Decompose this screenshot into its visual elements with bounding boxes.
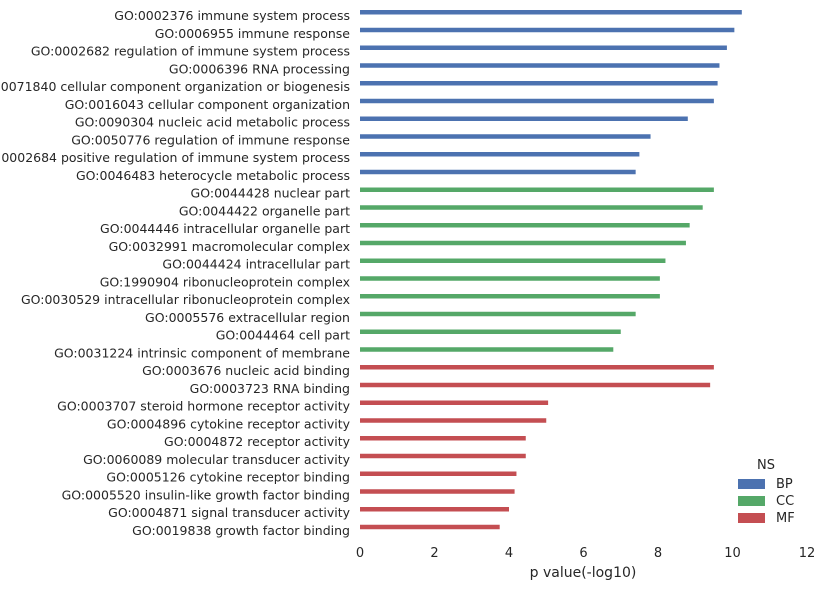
legend-label-bp: BP [776,477,793,492]
bar-28 [360,489,515,494]
bar-13 [360,223,690,228]
category-label-29: GO:0004871 signal transducer activity [108,505,350,520]
bar-9 [360,152,640,157]
category-label-7: GO:0090304 nucleic acid metabolic proces… [75,115,350,130]
category-label-28: GO:0005520 insulin-like growth factor bi… [62,487,350,502]
category-label-8: GO:0050776 regulation of immune response [71,132,350,147]
bars-layer [360,10,742,530]
bar-12 [360,205,703,210]
bar-15 [360,258,666,263]
bar-4 [360,63,720,68]
bar-1 [360,10,742,15]
legend-label-mf: MF [776,511,795,526]
bar-5 [360,81,718,86]
x-tick-label-6: 10 [724,546,741,561]
bar-30 [360,524,500,530]
x-tick-label-4: 6 [579,546,587,561]
category-label-14: GO:0032991 macromolecular complex [109,239,350,254]
category-label-13: GO:0044446 intracellular organelle part [100,221,350,236]
category-label-25: GO:0004872 receptor activity [164,434,351,449]
legend-swatch-bp [738,479,765,489]
category-label-1: GO:0002376 immune system process [114,8,350,23]
bar-21 [360,365,714,370]
bar-19 [360,329,621,334]
category-label-27: GO:0005126 cytokine receptor binding [106,470,350,485]
legend: NS BP CC MF [738,458,795,526]
category-label-21: GO:0003676 nucleic acid binding [142,363,350,378]
bar-14 [360,240,686,246]
category-label-6: GO:0016043 cellular component organizati… [65,97,350,112]
bar-29 [360,507,509,512]
bar-3 [360,45,727,50]
bar-11 [360,187,714,192]
category-label-22: GO:0003723 RNA binding [190,381,350,396]
bar-26 [360,453,526,459]
category-label-24: GO:0004896 cytokine receptor activity [107,416,351,431]
x-axis-ticks: 0 2 4 6 8 10 12 [356,546,815,561]
category-label-17: GO:0030529 intracellular ribonucleoprote… [21,292,350,307]
category-label-3: GO:0002682 regulation of immune system p… [31,44,350,59]
bar-18 [360,311,636,317]
category-label-30: GO:0019838 growth factor binding [132,523,350,538]
category-label-2: GO:0006955 immune response [155,26,351,41]
bar-20 [360,347,614,352]
legend-title: NS [757,458,775,473]
legend-label-cc: CC [776,494,794,509]
category-label-16: GO:1990904 ribonucleoprotein complex [100,274,350,289]
category-label-12: GO:0044422 organelle part [179,203,350,218]
x-tick-label-5: 8 [654,546,662,561]
category-label-26: GO:0060089 molecular transducer activity [83,452,351,467]
category-label-11: GO:0044428 nuclear part [191,186,351,201]
bar-23 [360,400,549,405]
category-labels: GO:0002376 immune system process GO:00069… [0,8,351,538]
category-label-5: GO:0071840 cellular component organizati… [0,79,350,94]
category-label-10: GO:0046483 heterocycle metabolic process [76,168,350,183]
category-label-9: GO:0002684 positive regulation of immune… [0,150,350,165]
bar-6 [360,98,714,104]
category-label-20: GO:0031224 intrinsic component of membra… [54,345,350,360]
bar-7 [360,116,688,121]
category-label-23: GO:0003707 steroid hormone receptor acti… [57,399,350,414]
category-label-15: GO:0044424 intracellular part [162,257,350,272]
x-tick-label-1: 0 [356,546,364,561]
legend-swatch-mf [738,513,765,523]
bar-24 [360,418,547,423]
category-label-19: GO:0044464 cell part [216,328,350,343]
bar-8 [360,134,651,139]
bar-17 [360,294,660,299]
bar-25 [360,436,526,441]
legend-swatch-cc [738,496,765,506]
x-tick-label-7: 12 [799,546,816,561]
category-label-18: GO:0005576 extracellular region [145,310,350,325]
bar-2 [360,27,735,33]
bar-16 [360,276,660,281]
x-axis-label: p value(-log10) [530,565,637,581]
bar-27 [360,471,517,476]
category-label-4: GO:0006396 RNA processing [169,61,350,76]
bar-22 [360,382,711,388]
x-tick-label-3: 4 [505,546,513,561]
bar-10 [360,169,636,175]
x-tick-label-2: 2 [430,546,438,561]
